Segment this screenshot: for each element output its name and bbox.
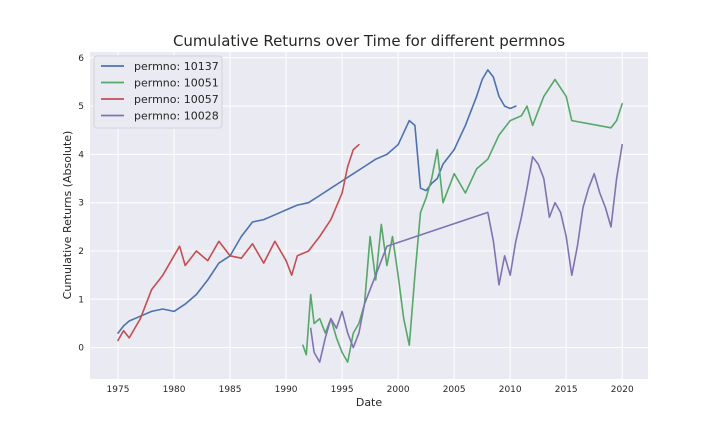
x-axis-label: Date	[356, 396, 383, 409]
legend-label: permno: 10051	[134, 77, 219, 90]
legend-box	[93, 55, 223, 129]
x-tick-label: 1975	[107, 385, 130, 395]
x-tick-labels: 1975 1980 1985 1990 1995 2000 2005 2010 2015 2020	[107, 385, 634, 395]
x-tick-label: 1980	[163, 385, 186, 395]
y-tick-label: 0	[78, 344, 84, 354]
y-tick-label: 6	[78, 54, 84, 64]
x-tick-label: 2010	[499, 385, 522, 395]
y-tick-label: 3	[78, 199, 84, 209]
y-axis-label: Cumulative Returns (Absolute)	[61, 131, 74, 300]
chart-title: Cumulative Returns over Time for differe…	[173, 32, 565, 50]
y-tick-labels: 0 1 2 3 4 5 6	[78, 54, 84, 354]
x-tick-label: 2015	[555, 385, 578, 395]
y-tick-label: 4	[78, 150, 84, 160]
x-tick-label: 1995	[331, 385, 354, 395]
series-line-4	[309, 143, 623, 363]
legend-label: permno: 10137	[134, 60, 219, 73]
x-tick-label: 1990	[275, 385, 298, 395]
y-tick-label: 1	[78, 295, 84, 305]
legend-label: permno: 10028	[134, 110, 219, 123]
x-tick-label: 2000	[387, 385, 410, 395]
x-tick-label: 2020	[611, 385, 634, 395]
x-tick-label: 2005	[443, 385, 466, 395]
legend: permno: 10137 permno: 10051 permno: 10057 p…	[93, 55, 223, 129]
y-tick-label: 5	[78, 102, 84, 112]
series-line-3	[117, 143, 360, 342]
series-line-2	[302, 78, 623, 363]
series-line-1	[117, 69, 517, 334]
legend-label: permno: 10057	[134, 93, 219, 106]
y-tick-label: 2	[78, 247, 84, 257]
x-tick-label: 1985	[219, 385, 242, 395]
series-lines	[117, 69, 623, 363]
